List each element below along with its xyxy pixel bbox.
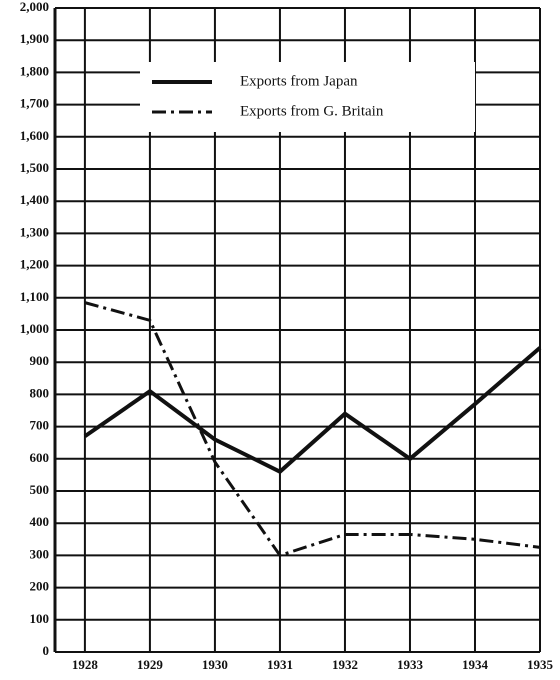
y-tick-label: 1,000 (20, 321, 49, 336)
x-tick-label: 1932 (332, 657, 358, 672)
y-tick-label: 200 (30, 579, 50, 594)
x-tick-label: 1934 (462, 657, 489, 672)
x-tick-label: 1930 (202, 657, 228, 672)
y-tick-label: 400 (30, 514, 50, 529)
x-tick-label: 1935 (527, 657, 554, 672)
data-line (84, 301, 541, 558)
y-tick-label: 2,000 (20, 0, 49, 14)
y-tick-label: 0 (43, 643, 50, 658)
y-tick-label: 100 (30, 611, 50, 626)
y-tick-label: 1,100 (20, 289, 49, 304)
y-tick-label: 1,800 (20, 63, 49, 78)
y-tick-label: 500 (30, 482, 50, 497)
y-tick-label: 600 (30, 450, 50, 465)
x-tick-label: 1928 (72, 657, 99, 672)
y-tick-label: 1,900 (20, 31, 49, 46)
y-tick-label: 900 (30, 353, 50, 368)
y-tick-label: 1,400 (20, 192, 49, 207)
x-tick-label: 1929 (137, 657, 164, 672)
y-tick-label: 800 (30, 385, 50, 400)
legend-box (140, 62, 475, 132)
x-tick-label: 1931 (267, 657, 293, 672)
x-tick-label: 1933 (397, 657, 424, 672)
legend-label: Exports from G. Britain (240, 103, 384, 119)
y-tick-label: 1,200 (20, 257, 49, 272)
legend-label: Exports from Japan (240, 73, 358, 89)
y-tick-label: 1,600 (20, 128, 49, 143)
data-line (83, 346, 542, 475)
y-tick-label: 700 (30, 418, 50, 433)
y-tick-label: 1,700 (20, 96, 49, 111)
y-tick-label: 300 (30, 546, 50, 561)
y-tick-label: 1,300 (20, 224, 49, 239)
y-tick-label: 1,500 (20, 160, 49, 175)
